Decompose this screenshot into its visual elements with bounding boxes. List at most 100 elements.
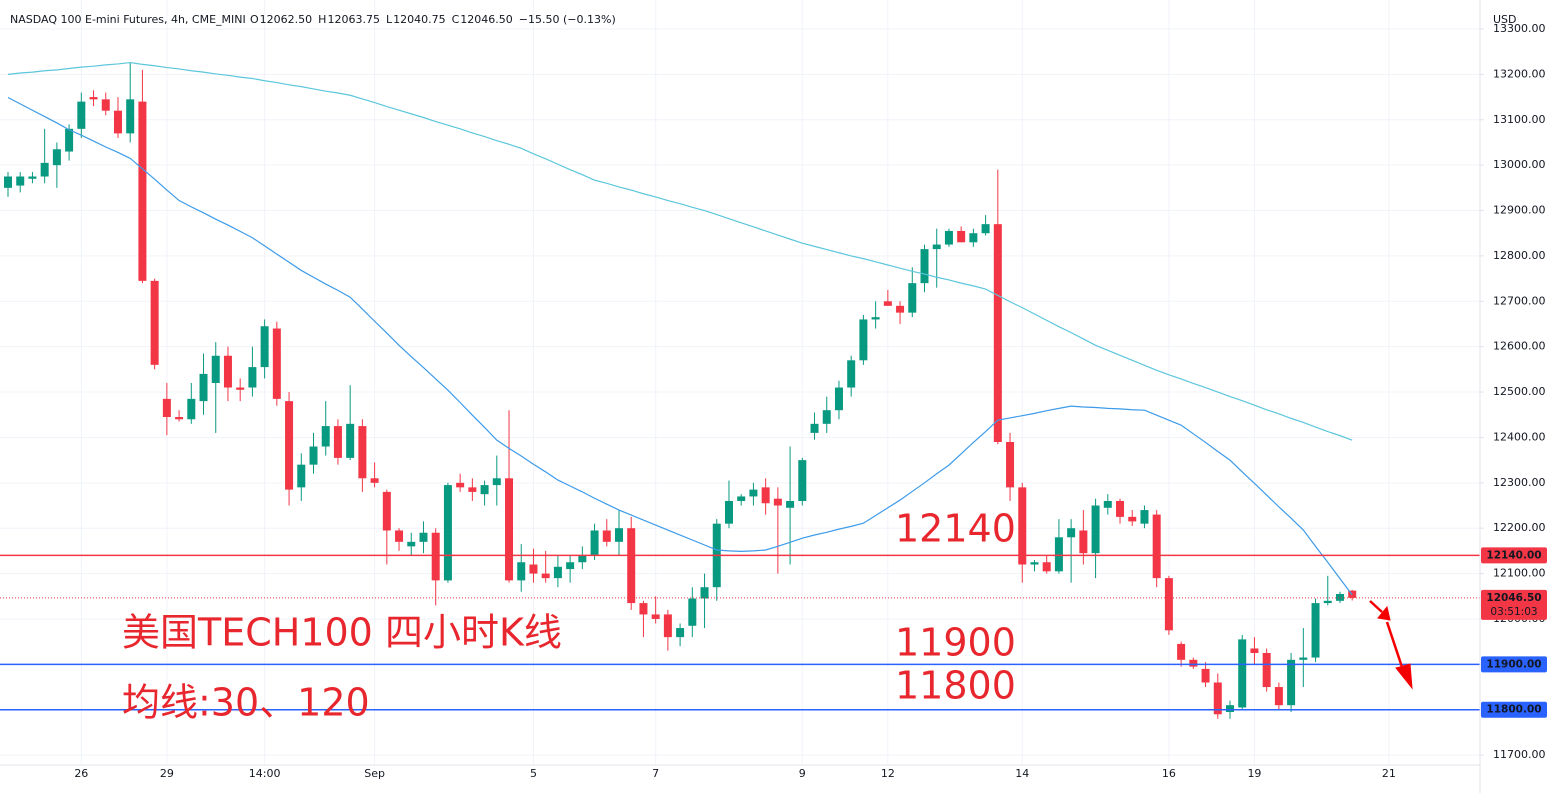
arrows <box>1369 600 1413 690</box>
x-tick-label: Sep <box>364 767 385 780</box>
candle-body <box>346 423 355 458</box>
candle-body <box>407 541 416 547</box>
candle-body <box>529 564 538 574</box>
candle-body <box>1054 537 1063 572</box>
x-tick-label: 29 <box>160 767 174 780</box>
annotation: 美国TECH100 四小时K线 <box>122 611 562 655</box>
level-badge-label: 12140.00 <box>1486 549 1541 561</box>
arrow-head <box>1395 663 1413 690</box>
candle-body <box>883 301 892 306</box>
candle-body <box>1140 510 1149 524</box>
candle-body <box>236 387 245 390</box>
candle-body <box>28 176 37 179</box>
y-tick-label: 13000.00 <box>1493 158 1546 171</box>
candle-body <box>223 355 232 388</box>
grid <box>0 0 1480 765</box>
candle-body <box>590 530 599 556</box>
candle-body <box>1335 594 1344 601</box>
candle-body <box>1006 441 1015 488</box>
x-tick-label: 7 <box>652 767 659 780</box>
y-tick-label: 12600.00 <box>1493 340 1546 353</box>
symbol-title: NASDAQ 100 E-mini Futures, 4h, CME_MINI <box>10 13 246 26</box>
candle-body <box>1287 659 1296 706</box>
ohlc-value: 12040.75 <box>393 13 446 26</box>
candle-body <box>187 398 196 420</box>
candle-body <box>541 573 550 579</box>
candle-body <box>1213 682 1222 715</box>
x-tick-label: 26 <box>74 767 88 780</box>
candle-body <box>492 478 501 486</box>
y-tick-label: 12400.00 <box>1493 430 1546 443</box>
candle-body <box>957 230 966 243</box>
ohlc-label: O <box>250 13 259 26</box>
candle-body <box>211 355 220 383</box>
candle-body <box>358 426 367 479</box>
candle-body <box>639 603 648 615</box>
candle-body <box>1030 562 1039 565</box>
candle-body <box>285 401 294 490</box>
candle-body <box>773 498 782 506</box>
candle-body <box>651 614 660 619</box>
level-badge <box>1481 701 1547 718</box>
arrow-shaft <box>1369 600 1383 613</box>
candle-body <box>77 101 86 129</box>
candle-body <box>663 614 672 638</box>
ohlc-label: C <box>452 13 460 26</box>
y-tick-label: 13200.00 <box>1493 67 1546 80</box>
candle-body <box>1103 500 1112 508</box>
candle-body <box>859 319 868 361</box>
x-tick-label: 19 <box>1247 767 1261 780</box>
candle-body <box>4 176 12 188</box>
candle-body <box>578 555 587 563</box>
annotation: 11800 <box>895 664 1016 708</box>
y-tick-label: 12800.00 <box>1493 249 1546 262</box>
candle-body <box>321 426 330 447</box>
candle-body <box>1274 687 1283 706</box>
x-tick-label: 16 <box>1162 767 1176 780</box>
y-tick-label: 12100.00 <box>1493 567 1546 580</box>
candle-body <box>1067 528 1076 538</box>
candle-body <box>724 500 733 524</box>
candle-body <box>981 224 990 234</box>
candle-body <box>199 373 208 402</box>
candle-body <box>920 249 929 284</box>
candle-body <box>1311 603 1320 658</box>
candle-body <box>126 99 135 134</box>
annotation: 12140 <box>895 507 1016 551</box>
annotation: 11900 <box>895 621 1016 665</box>
x-tick-label: 14 <box>1015 767 1029 780</box>
y-tick-label: 13300.00 <box>1493 22 1546 35</box>
candle-body <box>1238 639 1247 708</box>
candle-body <box>248 367 257 388</box>
candle-body <box>505 478 514 581</box>
candle-body <box>908 283 917 313</box>
candle-body <box>1201 668 1210 683</box>
candle-body <box>810 423 819 433</box>
candle-body <box>395 530 404 542</box>
level-badge <box>1481 547 1547 564</box>
y-tick-label: 12900.00 <box>1493 204 1546 217</box>
y-tick-label: 12200.00 <box>1493 521 1546 534</box>
candle-body <box>871 317 880 320</box>
candle-body <box>101 99 110 111</box>
ohlc-change: −15.50 (−0.13%) <box>519 13 616 26</box>
candle-body <box>1116 500 1125 517</box>
annotation: 均线:30、120 <box>122 681 370 725</box>
moving-average <box>7 96 1353 596</box>
candle-body <box>1018 487 1027 565</box>
candle-body <box>1250 648 1259 654</box>
candle-body <box>847 360 856 388</box>
x-tick-label: 14:00 <box>249 767 281 780</box>
candle-body <box>16 176 25 186</box>
arrow-shaft <box>1385 621 1405 671</box>
candle-body <box>333 426 342 458</box>
currency: USD <box>1493 13 1517 26</box>
candle-body <box>932 244 941 250</box>
candle-body <box>1226 705 1234 713</box>
candle-body <box>370 478 379 483</box>
candle-body <box>822 410 831 424</box>
candle-body <box>566 562 575 570</box>
ohlc-value: 12063.75 <box>327 13 380 26</box>
